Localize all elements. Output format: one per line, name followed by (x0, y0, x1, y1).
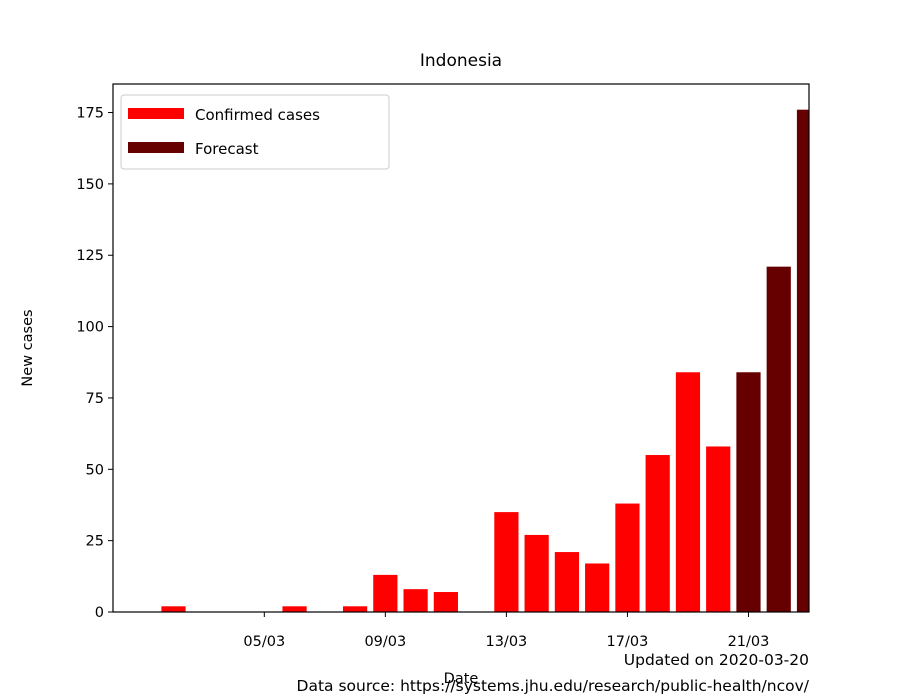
bar-confirmed (282, 606, 307, 612)
bar-forecast (796, 109, 809, 612)
bar-forecast (766, 266, 791, 612)
y-tick-label: 175 (76, 106, 104, 122)
chart-title: Indonesia (420, 51, 502, 71)
x-axis-ticks: 05/03 09/03 13/03 17/03 21/03 (243, 612, 769, 650)
bars (161, 109, 809, 612)
x-axis-label: Date (444, 671, 479, 687)
y-axis-label: New cases (20, 309, 36, 386)
bar-confirmed (554, 552, 580, 612)
y-tick-label: 125 (76, 248, 104, 264)
bar-confirmed (615, 503, 640, 612)
y-tick-label: 0 (95, 605, 104, 621)
plot-frame (112, 83, 810, 613)
bar-confirmed (585, 563, 610, 612)
bar-forecast (736, 372, 761, 612)
legend-swatch-confirmed (128, 108, 184, 119)
bar-confirmed (161, 606, 186, 612)
y-tick-label: 150 (76, 177, 104, 193)
legend-label-confirmed: Confirmed cases (195, 106, 320, 124)
y-tick-label: 100 (76, 320, 104, 336)
y-axis-ticks: 0 25 50 75 100 125 150 175 (76, 106, 113, 621)
data-source-note: Data source: https://systems.jhu.edu/res… (296, 677, 809, 695)
bar-confirmed (373, 574, 398, 612)
legend-swatch-forecast (128, 142, 184, 153)
bar-confirmed (706, 446, 731, 612)
bar-confirmed (403, 589, 428, 612)
x-tick-label: 05/03 (243, 634, 285, 650)
bar-confirmed (433, 592, 458, 612)
x-tick-label: 09/03 (364, 634, 406, 650)
y-tick-label: 25 (86, 534, 104, 550)
bar-confirmed (342, 606, 368, 612)
legend-label-forecast: Forecast (195, 140, 259, 158)
y-tick-label: 50 (86, 462, 104, 478)
bar-confirmed (494, 512, 519, 612)
x-tick-label: 21/03 (728, 634, 770, 650)
x-tick-label: 17/03 (607, 634, 649, 650)
legend: Confirmed cases Forecast (120, 94, 390, 170)
updated-note: Updated on 2020-03-20 (623, 651, 809, 669)
bar-confirmed (645, 455, 670, 612)
legend-box (120, 94, 390, 170)
bar-confirmed (675, 372, 701, 612)
x-tick-label: 13/03 (485, 634, 527, 650)
bar-confirmed (524, 534, 549, 612)
y-tick-label: 75 (86, 391, 104, 407)
